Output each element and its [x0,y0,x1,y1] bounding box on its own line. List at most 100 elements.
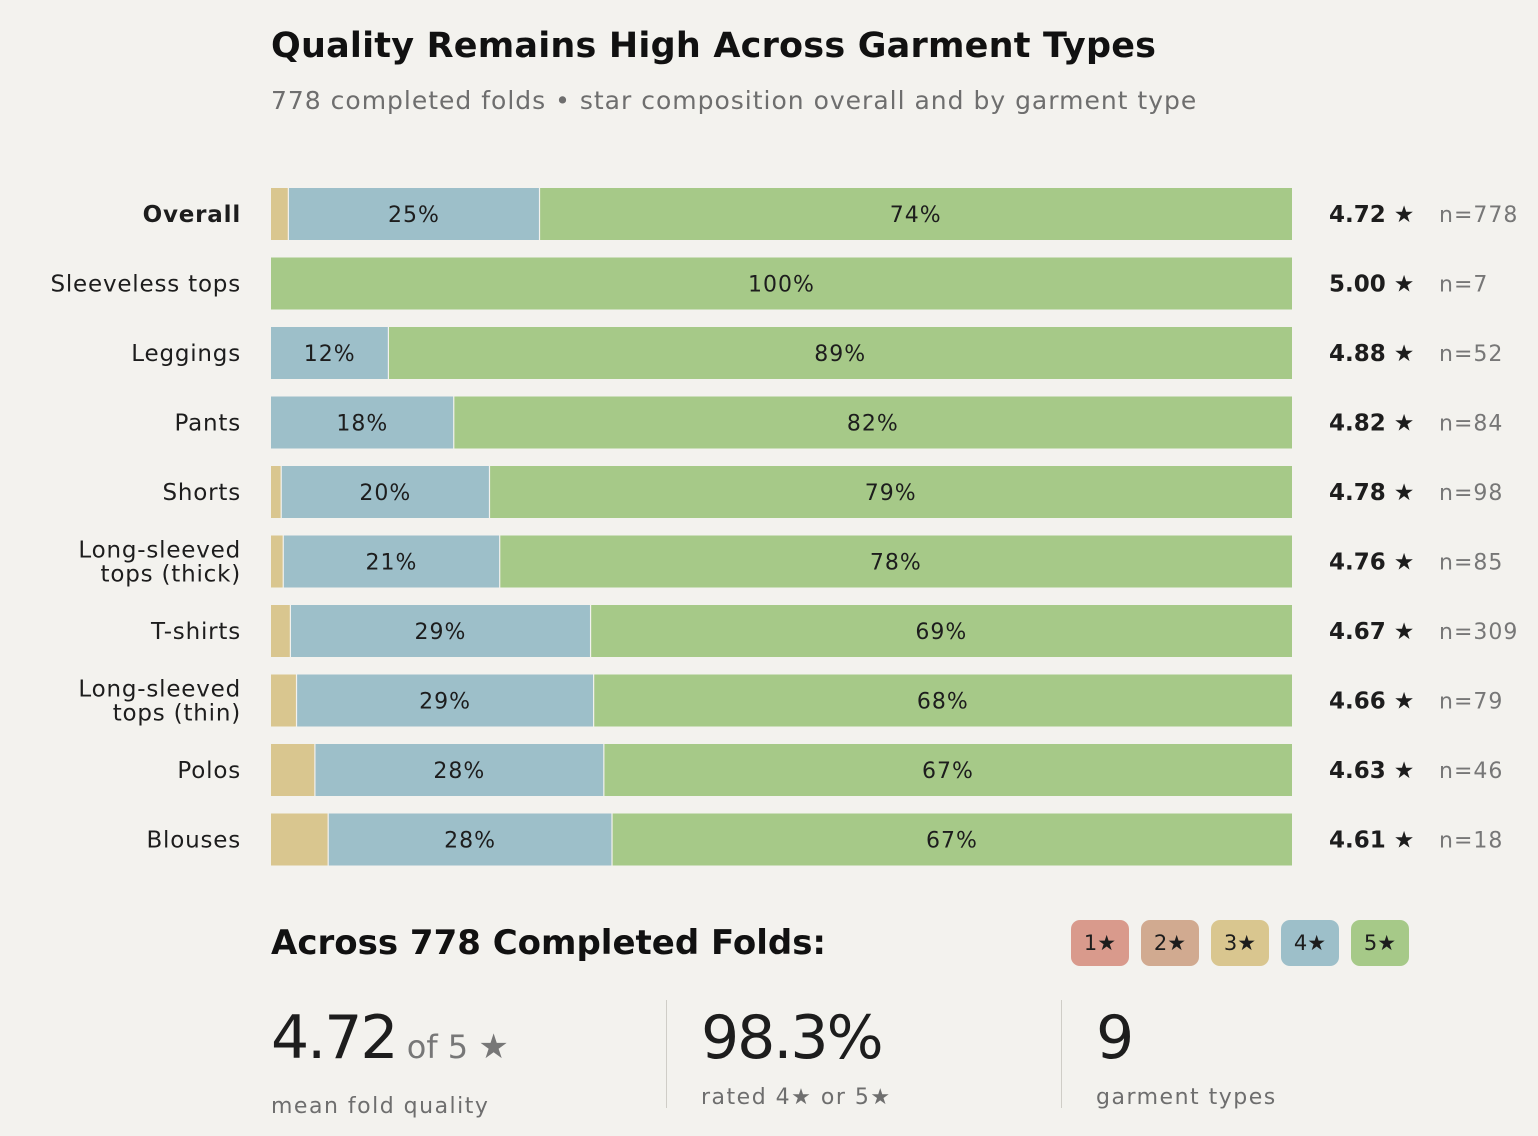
bar-segment-4-star [283,535,500,588]
data-label: 28% [433,759,485,784]
category-label: Shorts [162,480,241,506]
sample-size: n=98 [1439,481,1503,506]
legend-chip-2-star: 2★ [1141,920,1199,966]
chart-title: Quality Remains High Across Garment Type… [271,26,1157,66]
data-label: 69% [915,620,967,645]
data-label: 25% [388,203,440,228]
data-label: 89% [814,342,866,367]
stat-divider [1061,1000,1062,1108]
mean-score: 4.61 ★ [1329,828,1414,854]
data-label: 79% [865,481,917,506]
category-label: Overall [143,202,241,228]
bar-segment-5-star [489,466,1292,518]
bar-segment-3-star [271,813,329,866]
sample-size: n=18 [1439,829,1503,854]
bar-segment-5-star [499,535,1293,588]
bar-segment-4-star [290,605,591,657]
legend: 1★ 2★ 3★ 4★ 5★ [1071,920,1409,966]
stat-rated-4-or-5: 98.3% rated 4★ or 5★ [701,1005,892,1110]
legend-chip-5-star: 5★ [1351,920,1409,966]
legend-label: 2★ [1153,931,1187,955]
stat-value: 9 [1096,1003,1134,1073]
sample-size: n=7 [1439,273,1488,298]
stat-number: 4.72 [271,1003,399,1073]
bar-segment-5-star [453,396,1292,449]
sample-size: n=309 [1439,620,1518,645]
category-label: Sleeveless tops [50,272,241,298]
bar-segment-4-star [296,674,594,727]
stat-garment-types: 9 garment types [1096,1005,1277,1110]
sample-size: n=84 [1439,412,1503,437]
data-label: 78% [870,551,922,576]
data-label: 29% [415,620,467,645]
stat-mean-quality: 4.72 of 5 ★ mean fold quality [271,1005,509,1119]
stat-divider [666,1000,667,1108]
bar-segment-4-star [281,466,490,518]
bar-segment-4-star [288,188,540,240]
data-label: 100% [748,273,815,298]
bar-segment-5-star [271,257,1292,310]
legend-label: 4★ [1293,931,1327,955]
mean-score: 4.88 ★ [1329,341,1414,367]
mean-score: 4.72 ★ [1329,202,1414,228]
category-label: Polos [177,758,241,784]
mean-score: 4.78 ★ [1329,480,1414,506]
bar-segment-5-star [593,674,1292,727]
data-label: 12% [304,342,356,367]
stat-label: garment types [1096,1085,1277,1110]
mean-score: 4.82 ★ [1329,411,1414,437]
bar-segment-3-star [271,674,297,727]
legend-chip-3-star: 3★ [1211,920,1269,966]
category-label: Long-sleeved tops (thin) [78,677,241,727]
bar-segment-4-star [328,813,613,866]
stat-label: rated 4★ or 5★ [701,1085,892,1110]
sample-size: n=79 [1439,690,1503,715]
sample-size: n=85 [1439,551,1503,576]
bar-segment-5-star [603,744,1292,796]
summary-title: Across 778 Completed Folds: [271,923,827,963]
mean-score: 4.67 ★ [1329,619,1414,645]
data-label: 67% [922,759,974,784]
mean-score: 4.66 ★ [1329,689,1414,715]
category-label: Pants [174,411,241,437]
bar-segment-5-star [612,813,1292,866]
bar-segment-4-star [314,744,604,796]
data-label: 74% [890,203,942,228]
bar-segment-3-star [271,744,315,796]
category-label: T-shirts [150,619,241,645]
sample-size: n=52 [1439,342,1503,367]
bar-segment-3-star [271,605,291,657]
category-label: Long-sleeved tops (thick) [78,538,241,588]
data-label: 82% [847,412,899,437]
legend-label: 5★ [1363,931,1397,955]
data-label: 21% [366,551,418,576]
stat-value: 4.72 of 5 ★ [271,1005,509,1080]
bar-segment-3-star [271,535,284,588]
sample-size: n=778 [1439,203,1518,228]
bar-segment-4-star [271,327,389,379]
stacked-bar-chart: 25% 74% Overall 4.72 ★ n=778 100% Sleeveless t… [50,188,1518,866]
stat-suffix: of 5 [397,1028,479,1066]
bar-segment-5-star [590,605,1292,657]
mean-score: 4.76 ★ [1329,550,1414,576]
bar-segment-3-star [271,466,282,518]
data-label: 20% [359,481,411,506]
stat-suffix-text: of 5 [406,1028,469,1066]
data-label: 29% [419,690,471,715]
legend-chip-4-star: 4★ [1281,920,1339,966]
mean-score: 5.00 ★ [1329,272,1414,298]
sample-size: n=46 [1439,759,1503,784]
stat-label: mean fold quality [271,1094,490,1119]
bar-segment-5-star [388,327,1292,379]
mean-score: 4.63 ★ [1329,758,1414,784]
legend-label: 1★ [1083,931,1117,955]
data-label: 18% [336,412,388,437]
chart-subtitle: 778 completed folds • star composition o… [271,86,1198,115]
data-label: 68% [917,690,969,715]
legend-label: 3★ [1223,931,1257,955]
category-label: Blouses [146,828,241,854]
stat-value: 98.3% [701,1003,884,1073]
category-label: Leggings [131,341,241,367]
data-label: 28% [444,829,496,854]
bar-segment-5-star [539,188,1292,240]
